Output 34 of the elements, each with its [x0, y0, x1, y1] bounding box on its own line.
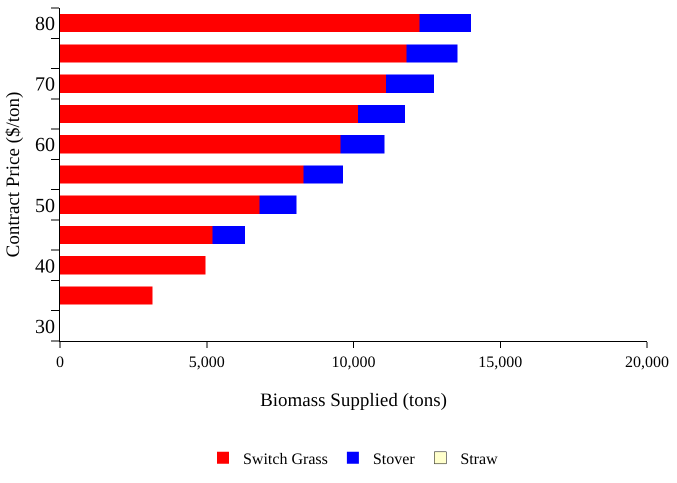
bar — [340, 135, 384, 154]
y-tick-label: 70 — [35, 74, 55, 96]
bar — [60, 256, 206, 274]
bar — [358, 104, 405, 124]
bar — [420, 14, 471, 32]
x-tick-label: 5,000 — [188, 354, 225, 372]
bar — [60, 135, 340, 154]
bar — [260, 196, 296, 214]
x-axis-title: Biomass Supplied (tons) — [260, 390, 447, 411]
bar — [406, 44, 458, 62]
x-tick-label: 15,000 — [478, 354, 522, 372]
bar — [60, 44, 406, 62]
bar — [60, 104, 358, 124]
bar — [60, 226, 213, 244]
bar — [60, 74, 386, 93]
y-tick-label: 50 — [35, 194, 55, 217]
legend-label: Stover — [372, 451, 416, 468]
bar — [60, 286, 152, 305]
bar — [60, 165, 304, 184]
x-tick-label: 0 — [56, 354, 64, 372]
legend-label: Switch Grass — [243, 451, 328, 468]
x-tick-label: 10,000 — [332, 354, 376, 372]
bar — [60, 196, 260, 214]
legend-label: Straw — [460, 451, 498, 468]
y-tick-label: 60 — [35, 134, 55, 156]
bar — [212, 226, 245, 244]
y-tick-label: 80 — [35, 13, 55, 36]
y-tick-label: 30 — [35, 316, 55, 338]
y-tick-label: 40 — [35, 255, 55, 278]
bar — [60, 14, 420, 32]
y-axis-title: Contract Price ($/ton) — [2, 92, 24, 258]
bar — [304, 165, 344, 184]
x-tick-label: 20,000 — [625, 354, 669, 372]
bar — [386, 74, 434, 93]
